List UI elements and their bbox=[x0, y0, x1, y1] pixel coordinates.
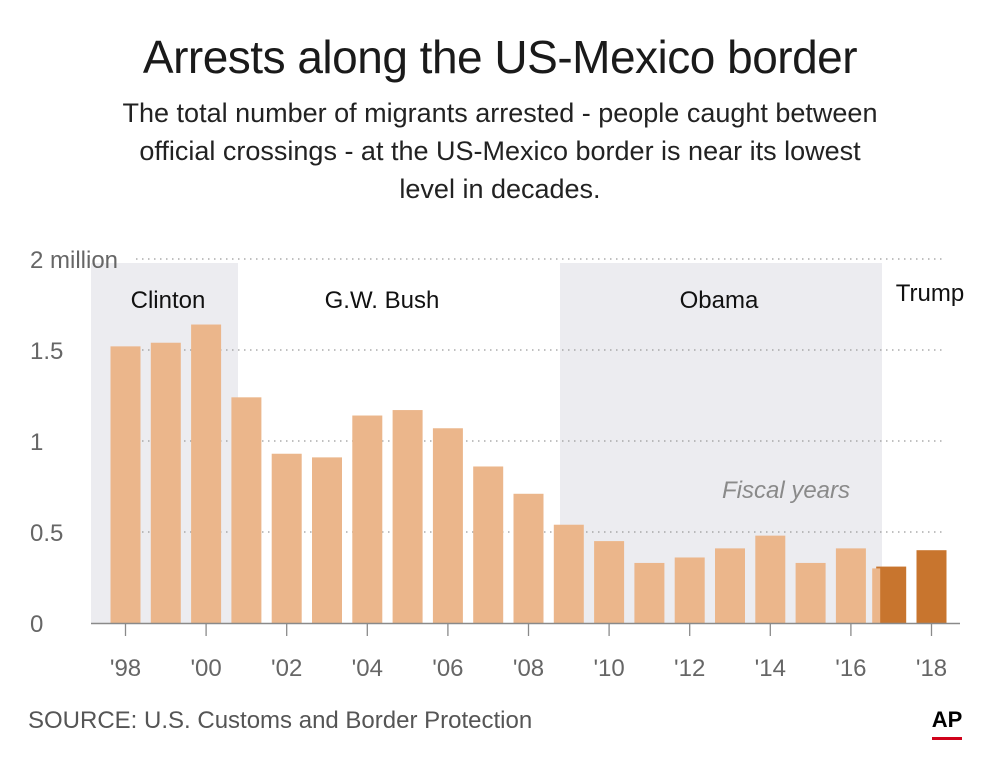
bar bbox=[110, 346, 141, 623]
bar bbox=[150, 342, 181, 623]
administration-label: G.W. Bush bbox=[325, 287, 440, 314]
ap-logo-text: AP bbox=[931, 707, 963, 732]
ap-logo: AP bbox=[930, 708, 964, 742]
y-tick-label: 0 bbox=[30, 611, 43, 638]
x-tick-label: '98 bbox=[110, 655, 141, 682]
bar bbox=[513, 493, 544, 623]
y-tick-label: 0.5 bbox=[30, 520, 63, 547]
fiscal-years-note: Fiscal years bbox=[722, 477, 850, 504]
x-tick-label: '04 bbox=[352, 655, 383, 682]
x-tick-label: '12 bbox=[674, 655, 705, 682]
x-tick-label: '06 bbox=[432, 655, 463, 682]
bar bbox=[715, 548, 745, 623]
administration-label: Trump bbox=[896, 280, 964, 307]
bar bbox=[876, 566, 907, 623]
chart-title: Arrests along the US-Mexico border bbox=[142, 31, 858, 83]
x-tick-label: '10 bbox=[593, 655, 624, 682]
bar bbox=[795, 562, 826, 623]
bar bbox=[634, 562, 665, 623]
x-tick-label: '08 bbox=[513, 655, 544, 682]
bar bbox=[191, 324, 222, 623]
bar bbox=[755, 535, 786, 623]
x-tick-label: '00 bbox=[190, 655, 221, 682]
y-tick-label: 2 million bbox=[30, 247, 118, 274]
bar-partial bbox=[872, 568, 881, 623]
bar bbox=[392, 410, 423, 623]
source-note: SOURCE: U.S. Customs and Border Protecti… bbox=[28, 707, 533, 734]
y-tick-label: 1.5 bbox=[30, 338, 63, 365]
bar bbox=[352, 415, 383, 623]
x-tick-label: '14 bbox=[755, 655, 786, 682]
x-tick-label: '16 bbox=[835, 655, 866, 682]
chart-subtitle: The total number of migrants arrested - … bbox=[122, 98, 878, 204]
bar bbox=[594, 541, 625, 623]
x-tick-label: '02 bbox=[271, 655, 302, 682]
bar bbox=[916, 550, 947, 623]
bar bbox=[553, 524, 584, 623]
bar bbox=[271, 453, 302, 623]
bar bbox=[432, 428, 463, 623]
administration-label: Obama bbox=[680, 287, 759, 314]
bar bbox=[473, 466, 504, 623]
bar-chart: Clinton G.W. Bush Obama Trump 0 0.5 1 1.5 2 mill… bbox=[30, 247, 964, 682]
bar bbox=[835, 548, 866, 623]
ap-logo-underline bbox=[932, 737, 962, 740]
bar bbox=[231, 397, 262, 623]
administration-label: Clinton bbox=[131, 287, 206, 314]
y-tick-label: 1 bbox=[30, 429, 43, 456]
bar bbox=[674, 557, 705, 623]
bar bbox=[312, 457, 342, 623]
x-tick-label: '18 bbox=[916, 655, 947, 682]
